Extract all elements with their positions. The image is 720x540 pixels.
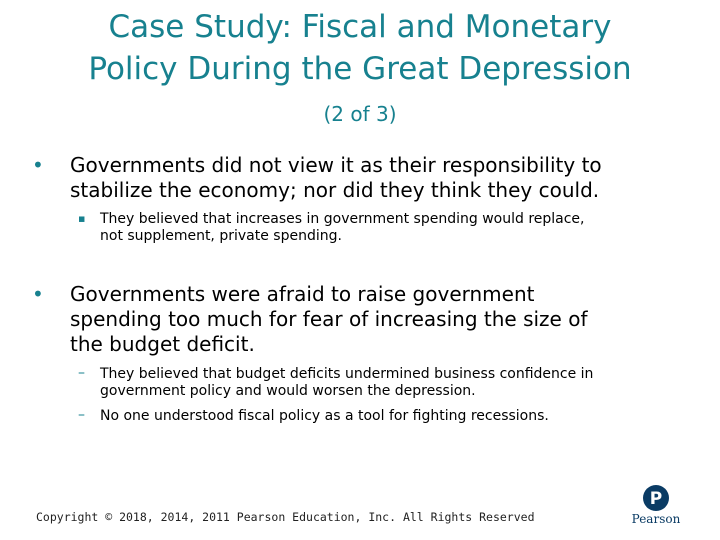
pearson-logo: P Pearson xyxy=(625,484,687,528)
bullet-2-line-2: spending too much for fear of increasing… xyxy=(70,307,588,331)
copyright-footer: Copyright © 2018, 2014, 2011 Pearson Edu… xyxy=(36,510,535,524)
bullet-1-line-1: Governments did not view it as their res… xyxy=(70,153,602,177)
dash-marker: – xyxy=(78,407,85,423)
pearson-wordmark: Pearson xyxy=(631,512,681,526)
title-line-2: Policy During the Great Depression xyxy=(88,51,632,87)
sub-bullet-1-1-line-2: not supplement, private spending. xyxy=(100,228,342,244)
square-marker: ▪ xyxy=(78,212,86,225)
pearson-p-icon: P xyxy=(643,485,669,511)
title-line-1: Case Study: Fiscal and Monetary xyxy=(108,9,612,45)
sub-bullet-2-1-line-1: They believed that budget deficits under… xyxy=(100,366,594,382)
sub-bullet-2-2-line-1: No one understood fiscal policy as a too… xyxy=(100,408,549,424)
sub-bullet-2-1-line-2: government policy and would worsen the d… xyxy=(100,383,476,399)
bullet-marker: • xyxy=(32,153,44,177)
dash-marker: – xyxy=(78,365,85,381)
svg-text:P: P xyxy=(650,489,662,509)
slide-subtitle: (2 of 3) xyxy=(323,102,397,126)
bullet-2-line-3: the budget deficit. xyxy=(70,332,255,356)
bullet-2-line-1: Governments were afraid to raise governm… xyxy=(70,282,535,306)
sub-bullet-1-1-line-1: They believed that increases in governme… xyxy=(100,211,585,227)
slide-title: Case Study: Fiscal and Monetary Policy D… xyxy=(0,6,720,90)
bullet-1-line-2: stabilize the economy; nor did they thin… xyxy=(70,178,600,202)
bullet-marker: • xyxy=(32,282,44,306)
